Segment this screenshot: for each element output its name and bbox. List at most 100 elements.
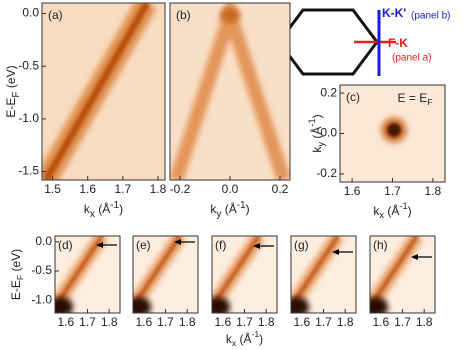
- label-part: k: [310, 146, 324, 153]
- panel-image: [212, 236, 277, 313]
- panel-image: [370, 236, 435, 313]
- x-tick-label: 1.5: [44, 182, 61, 196]
- x-axis-label: kx (Å-1): [84, 200, 123, 220]
- label-part: -1: [307, 118, 317, 126]
- panel-label: (b): [176, 8, 191, 22]
- x-tick-label: -0.2: [170, 182, 191, 196]
- panel-image: [55, 236, 120, 313]
- x-tick-label: 1.7: [236, 315, 253, 329]
- band-bottom: [212, 297, 230, 313]
- label-part: (Å: [221, 201, 236, 216]
- label-part: ): [259, 332, 263, 346]
- x-tick-label: 1.6: [344, 184, 361, 198]
- panel-label: (h): [373, 238, 388, 252]
- gk-note: (panel a): [392, 53, 431, 64]
- label-part: F: [15, 275, 25, 280]
- band-bottom: [291, 297, 309, 313]
- x-tick-label: 1.7: [384, 184, 401, 198]
- label-part: y: [316, 142, 326, 147]
- v-apex: [220, 7, 240, 23]
- label-part: k: [84, 202, 91, 216]
- x-tick-label: 1.7: [79, 315, 96, 329]
- label-part: ): [119, 202, 123, 216]
- label-part: -1: [110, 200, 119, 211]
- y-tick-label: 0.0: [35, 234, 52, 248]
- x-tick-label: 1.7: [157, 315, 174, 329]
- panel-label: (g): [294, 238, 309, 252]
- label-part: x: [379, 210, 384, 220]
- y-axis-label: E-EF (eV): [9, 249, 25, 300]
- arrow-head: [411, 254, 418, 260]
- label-part: -1: [237, 200, 246, 211]
- y-tick-label: -1.5: [18, 164, 39, 178]
- y-tick-label: -0.5: [18, 58, 39, 72]
- x-tick-label: 1.7: [394, 315, 411, 329]
- label-part: E-E: [4, 98, 18, 118]
- y-tick-label: 0.2: [320, 85, 337, 99]
- spot: [387, 123, 401, 137]
- panel-image: [42, 3, 165, 180]
- label-part: (Å: [309, 127, 324, 142]
- y-tick-label: -1.0: [18, 111, 39, 125]
- panel-label: (e): [136, 238, 151, 252]
- x-tick-label: 1.8: [416, 315, 433, 329]
- label-part: y: [216, 209, 222, 220]
- label-part: x: [90, 209, 95, 220]
- band: [370, 236, 419, 309]
- label-part: E = E: [398, 91, 428, 105]
- label-part: (eV): [9, 249, 23, 275]
- arrow-head: [253, 243, 260, 249]
- panel-frame: [41, 2, 166, 181]
- label-part: k: [373, 204, 380, 218]
- x-tick-label: 1.8: [150, 182, 167, 196]
- band: [212, 236, 261, 309]
- label-part: F: [11, 91, 22, 97]
- label-part: k: [210, 202, 217, 216]
- x-tick-label: 1.8: [258, 315, 275, 329]
- x-tick-label: 1.6: [214, 315, 231, 329]
- label-part: x: [232, 338, 237, 348]
- label-part: E-E: [9, 280, 23, 300]
- band-bottom: [133, 297, 151, 313]
- y-tick-label: -0.2: [316, 166, 337, 180]
- label-part: -1: [251, 329, 259, 339]
- label-part: ): [246, 202, 250, 216]
- x-tick-label: 1.6: [293, 315, 310, 329]
- band: [42, 3, 151, 180]
- y-axis-label: E-EF (eV): [4, 65, 21, 117]
- x-tick-label: 1.6: [57, 315, 74, 329]
- x-tick-label: 1.8: [101, 315, 118, 329]
- x-axis-label: ky (Å-1): [210, 200, 249, 220]
- arrow-head: [96, 242, 103, 248]
- y-tick-label: -0.5: [31, 263, 52, 277]
- arrow-head: [332, 249, 339, 255]
- panel-label: (d): [58, 238, 73, 252]
- label-part: F: [427, 97, 432, 107]
- x-tick-label: 0.2: [272, 182, 289, 196]
- bz-diagram: K-K' (panel b) Γ-K (panel a): [277, 6, 450, 76]
- y-axis-label: ky (Å-1): [307, 114, 326, 152]
- band: [133, 236, 182, 309]
- x-tick-label: 1.7: [315, 315, 332, 329]
- label-part: (Å: [95, 201, 110, 216]
- x-axis-label: kx (Å-1): [226, 329, 263, 348]
- panel-label: (c): [346, 90, 360, 104]
- label-part: (eV): [4, 65, 18, 91]
- panel-image: [170, 3, 290, 180]
- x-tick-label: 0.0: [222, 182, 239, 196]
- gk-label: Γ-K: [388, 36, 408, 50]
- x-tick-label: 1.6: [79, 182, 96, 196]
- x-tick-label: 1.6: [135, 315, 152, 329]
- x-tick-label: 1.8: [425, 184, 442, 198]
- label-part: ): [408, 204, 412, 218]
- y-tick-label: 0.0: [320, 126, 337, 140]
- x-axis-label: kx (Å-1): [373, 201, 411, 220]
- x-tick-label: 1.8: [337, 315, 354, 329]
- kk-label: K-K': [382, 6, 406, 20]
- y-tick-label: -1.0: [31, 292, 52, 306]
- panel-label: (f): [215, 238, 226, 252]
- kk-note: (panel b): [411, 11, 450, 22]
- x-tick-label: 1.8: [179, 315, 196, 329]
- panel-image: [340, 85, 445, 182]
